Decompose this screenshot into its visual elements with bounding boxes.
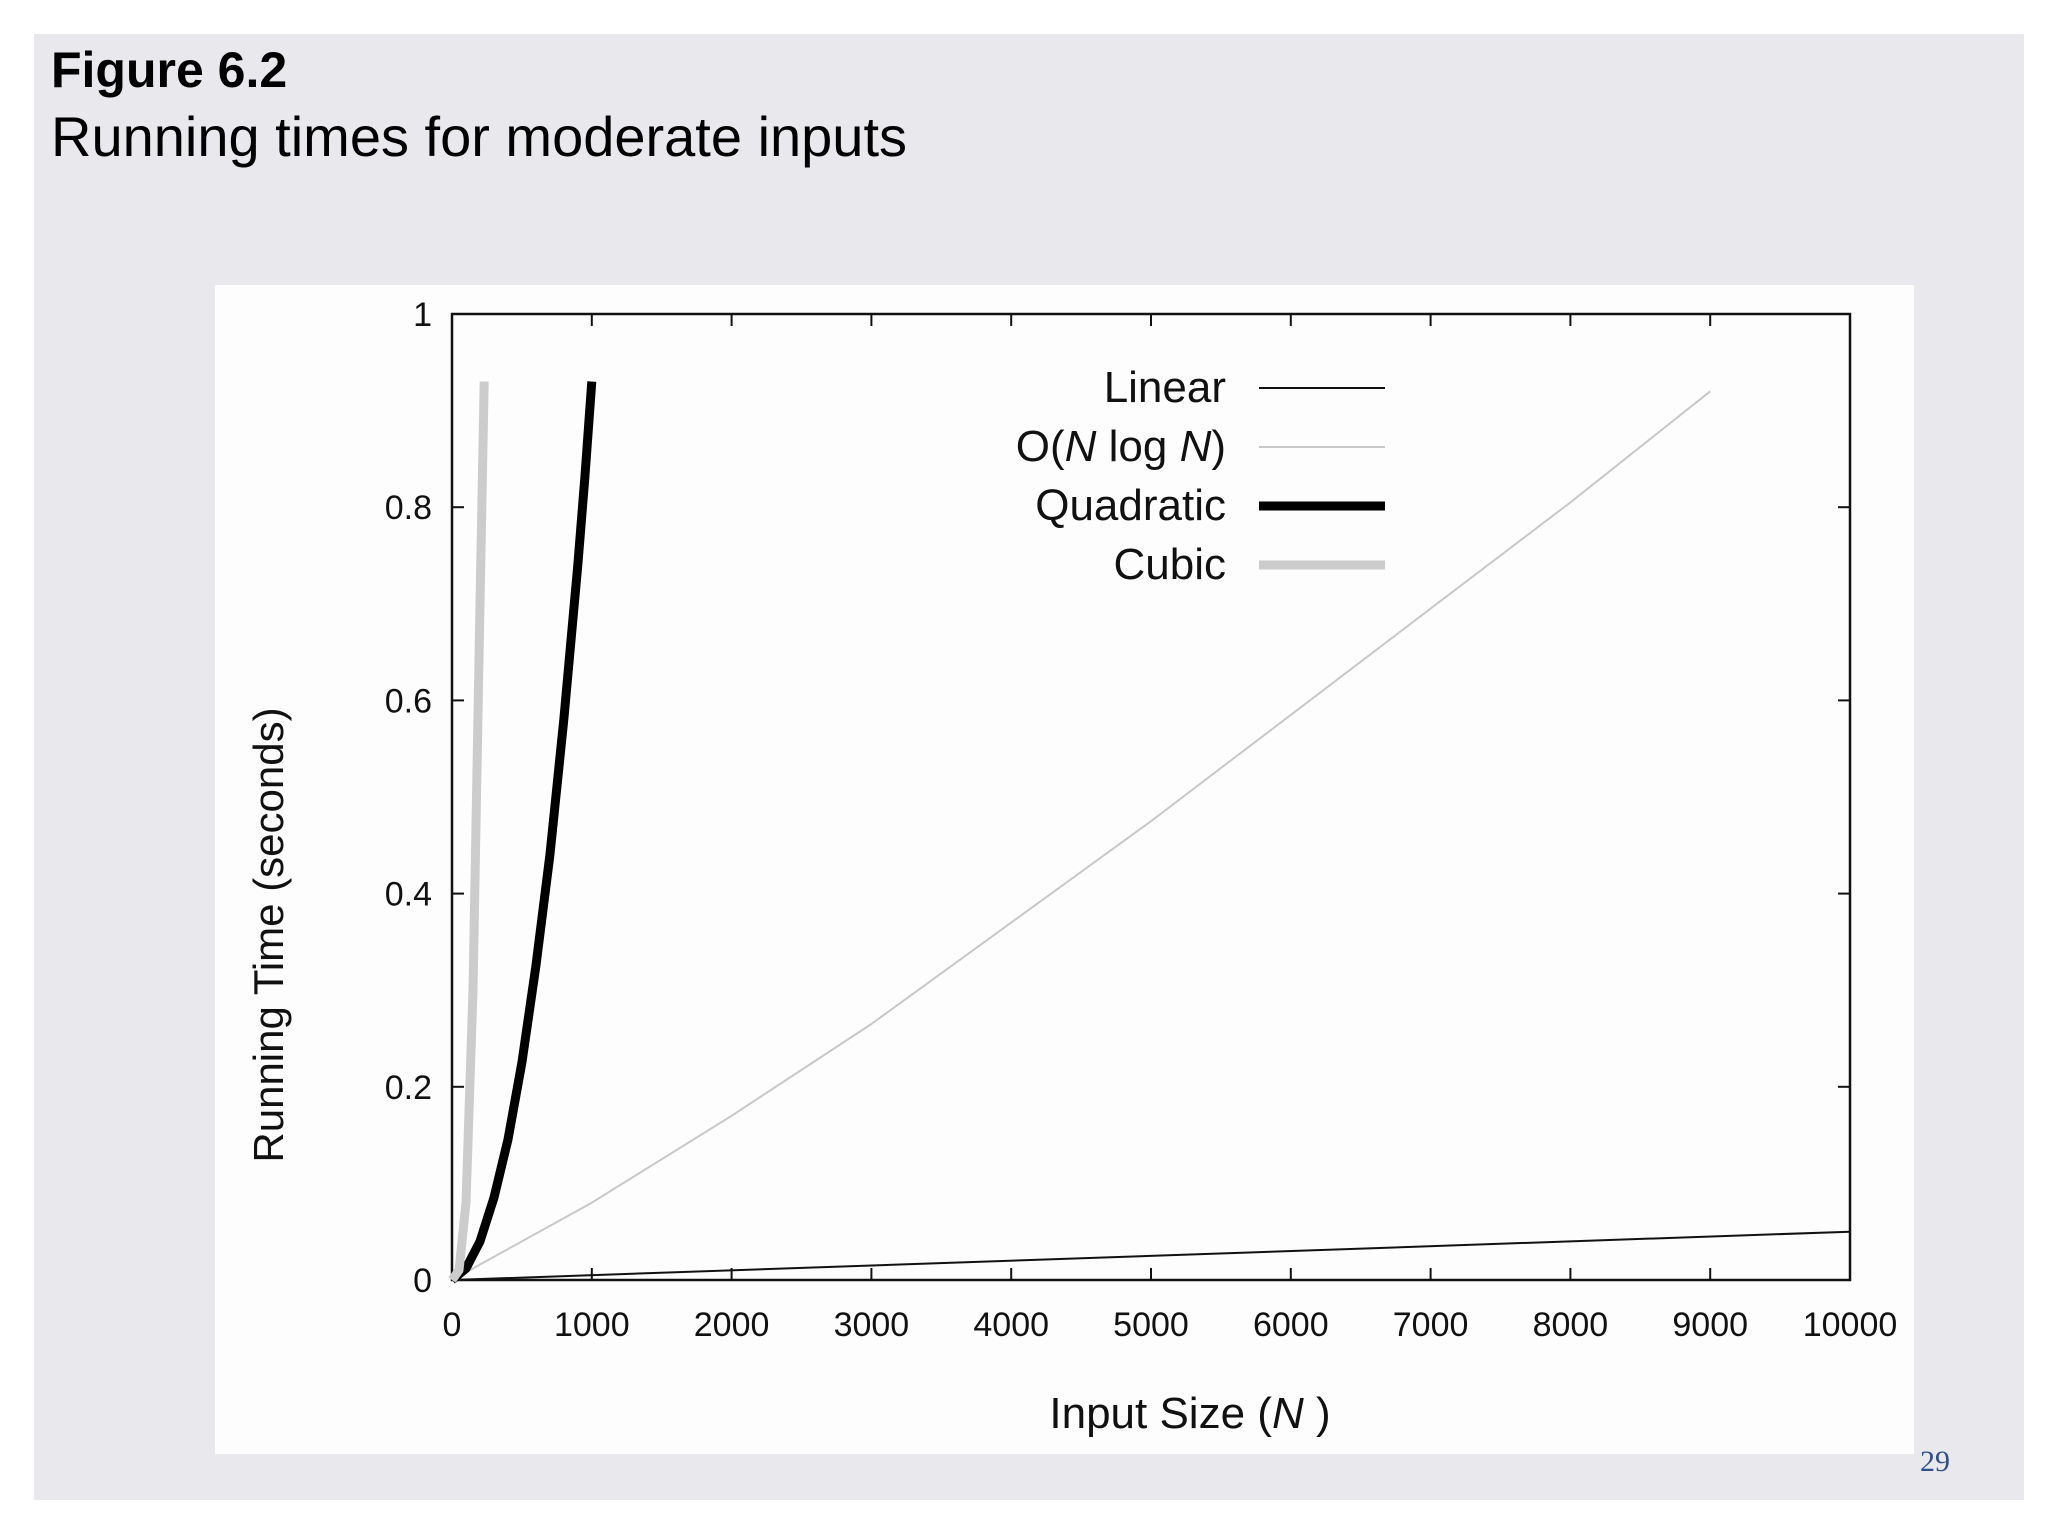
- series-line-cubic: [448, 381, 489, 1283]
- x-tick-label: 3000: [834, 1306, 910, 1344]
- figure-title: Running times for moderate inputs: [51, 105, 907, 168]
- y-tick-label: 0.6: [385, 682, 432, 720]
- series-line-quadratic: [449, 381, 597, 1284]
- legend-label: Linear: [1104, 363, 1226, 412]
- x-tick-label: 5000: [1113, 1306, 1189, 1344]
- slide: Figure 6.2 Running times for moderate in…: [34, 34, 2024, 1500]
- series-line-linear: [451, 1230, 1851, 1281]
- page-number: 29: [1920, 1445, 1950, 1478]
- legend-label: Cubic: [1114, 540, 1227, 589]
- x-tick-label: 8000: [1533, 1306, 1609, 1344]
- y-tick-label: 0.2: [385, 1069, 432, 1107]
- x-axis-label-text: Input Size (: [1049, 1389, 1272, 1438]
- x-tick-label: 4000: [973, 1306, 1049, 1344]
- y-tick-label: 0.8: [385, 489, 432, 527]
- x-tick-label: 9000: [1672, 1306, 1748, 1344]
- x-tick-label: 7000: [1393, 1306, 1469, 1344]
- running-time-chart: 0 1000 2000 3000 4000 5000 6000 7000 8000 9000 100…: [245, 296, 1898, 1438]
- y-tick-label: 0.4: [385, 876, 432, 914]
- y-axis-label: Running Time (seconds): [245, 707, 292, 1162]
- y-tick-label: 0: [413, 1262, 432, 1300]
- figure-label: Figure 6.2: [51, 42, 288, 98]
- x-tick-label: 10000: [1803, 1306, 1898, 1344]
- x-tick-label: 6000: [1253, 1306, 1329, 1344]
- x-tick-label: 0: [443, 1306, 462, 1344]
- x-axis-label-var: N: [1272, 1389, 1304, 1438]
- chart-panel: 0 1000 2000 3000 4000 5000 6000 7000 8000 9000 100…: [215, 285, 1914, 1454]
- legend-label: Quadratic: [1035, 481, 1226, 530]
- y-tick-label: 1: [413, 296, 432, 334]
- x-tick-label: 1000: [554, 1306, 630, 1344]
- x-axis-label: Input Size (N ): [1049, 1389, 1330, 1438]
- x-axis-label-close: ): [1304, 1389, 1331, 1438]
- x-tick-label: 2000: [694, 1306, 770, 1344]
- legend-label: O(N log N): [1016, 422, 1226, 471]
- series-line-o-n-log-n: [451, 390, 1711, 1281]
